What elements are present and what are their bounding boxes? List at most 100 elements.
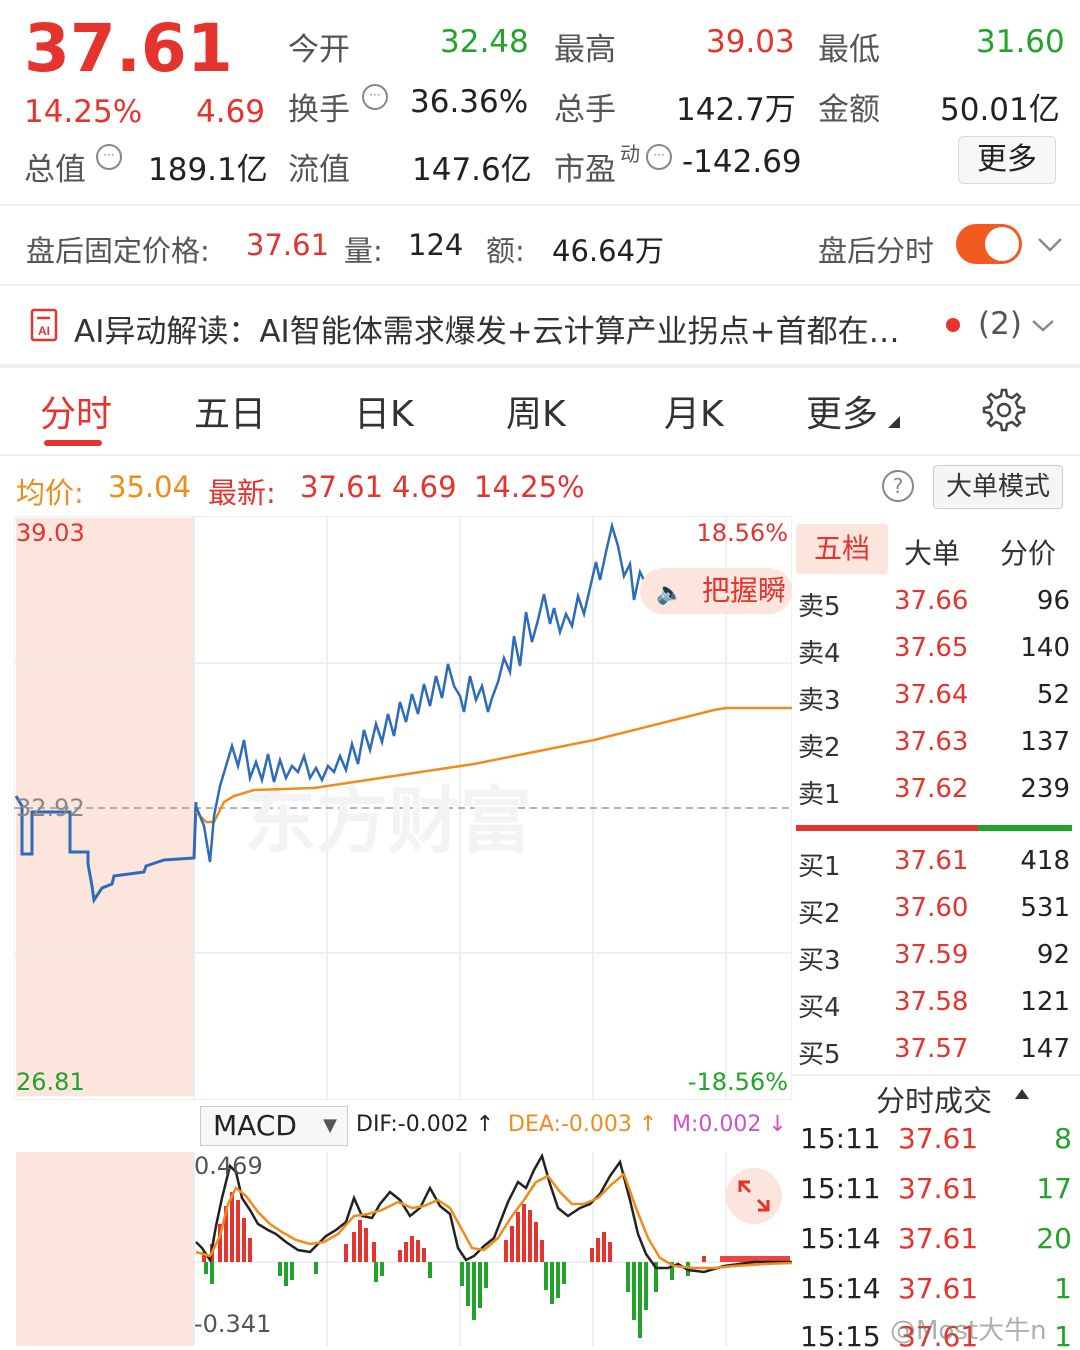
after-hours-toggle[interactable] [956, 224, 1022, 264]
y-axis-min: 26.81 [16, 1068, 85, 1096]
trade-price: 37.61 [898, 1172, 979, 1205]
turnover-info-icon[interactable]: ··· [362, 84, 388, 110]
macd-dif-line [195, 1152, 792, 1274]
trade-price: 37.61 [898, 1272, 979, 1305]
tab-daily-k[interactable]: 日K [354, 394, 414, 435]
macd-m: M:0.002 ↓ [672, 1112, 787, 1137]
bid-row: 买3 37.59 92 [798, 940, 1074, 980]
market-cap-info-icon[interactable]: ··· [96, 144, 122, 170]
ask-price: 37.64 [894, 680, 969, 710]
stat-label-pe: 市盈 [554, 152, 616, 188]
tab-active-indicator [44, 440, 102, 446]
bid-volume: 121 [1020, 987, 1070, 1017]
ai-document-icon: AI [30, 308, 58, 342]
intraday-price-line [194, 521, 705, 863]
trade-time: 15:14 [800, 1272, 881, 1305]
ask-row: 卖2 37.63 137 [798, 727, 1074, 767]
stat-label-market-cap: 总值 [24, 152, 86, 188]
bid-volume: 418 [1020, 846, 1070, 876]
bid-row: 买5 37.57 147 [798, 1034, 1074, 1074]
indicator-selector[interactable]: MACD ▼ [200, 1106, 348, 1146]
tab-more[interactable]: 更多 [806, 394, 879, 435]
intraday-chart[interactable]: 东方财富 39.03 26.81 18.56% -18.56% 32.92 🔈 … [14, 516, 792, 1100]
large-order-mode-button[interactable]: 大单模式 [933, 465, 1063, 509]
change-percent: 14.25% [24, 94, 143, 130]
orderbook-tab-price-dist[interactable]: 分价 [1000, 537, 1057, 570]
bid-volume: 147 [1020, 1034, 1070, 1064]
stat-label-float-cap: 流值 [288, 152, 350, 188]
speaker-icon: 🔈 [656, 581, 683, 606]
change-amount: 4.69 [196, 94, 266, 130]
y-axis-max: 39.03 [16, 519, 85, 547]
stat-label-turnover: 换手 [288, 92, 350, 128]
stat-label-high: 最高 [554, 32, 616, 68]
bid-volume: 531 [1020, 893, 1070, 923]
tab-intraday[interactable]: 分时 [40, 394, 113, 435]
ask-volume: 239 [1020, 774, 1070, 804]
trade-volume: 17 [1036, 1172, 1072, 1205]
pct-axis-max: 18.56% [696, 519, 788, 547]
red-dot-icon [946, 318, 960, 332]
avg-price-line [195, 706, 792, 824]
pre-market-area [16, 518, 194, 1096]
triangle-icon [888, 416, 900, 428]
macd-positive-bars [202, 1192, 790, 1262]
expand-button[interactable] [726, 1168, 782, 1224]
tab-five-day[interactable]: 五日 [194, 394, 267, 435]
ai-interpretation-count[interactable]: (2) [978, 306, 1022, 342]
latest-change-percent: 14.25% [474, 470, 585, 504]
trade-volume: 1 [1054, 1272, 1072, 1305]
ask-price: 37.63 [894, 727, 969, 757]
ask-volume: 96 [1036, 586, 1070, 616]
ai-interpretation-text[interactable]: AI异动解读：AI智能体需求爆发+云计算产业拐点+首都在… [74, 314, 900, 350]
pe-info-icon[interactable]: ··· [646, 144, 672, 170]
macd-chart[interactable]: 0.469 -0.341 [14, 1152, 792, 1346]
stat-value-float-cap: 147.6亿 [412, 152, 532, 188]
orderbook-tab-large-orders[interactable]: 大单 [904, 537, 961, 570]
gear-icon[interactable] [982, 388, 1026, 432]
dropdown-arrow-icon: ▼ [323, 1115, 337, 1136]
alert-bubble [640, 568, 792, 614]
macd-negative-bars [204, 1262, 690, 1338]
trades-title[interactable]: 分时成交 [876, 1084, 993, 1118]
divider [0, 204, 1080, 206]
help-icon[interactable]: ? [882, 470, 914, 502]
macd-dea: DEA:-0.003 ↑ [508, 1112, 658, 1137]
pre-market-price-line [14, 795, 198, 905]
triangle-up-icon[interactable] [1014, 1088, 1030, 1100]
divider [0, 284, 1080, 286]
after-hours-amount: 46.64万 [552, 234, 665, 268]
ask-label: 卖5 [798, 592, 841, 622]
stat-value-amount: 50.01亿 [940, 92, 1060, 128]
avg-price-label: 均价: [16, 476, 84, 510]
stat-value-high: 39.03 [706, 24, 795, 60]
macd-dif: DIF:-0.002 ↑ [356, 1112, 495, 1137]
bid-price: 37.61 [894, 846, 969, 876]
chevron-down-icon[interactable] [1036, 234, 1064, 256]
stat-value-low: 31.60 [976, 24, 1065, 60]
bid-row: 买4 37.58 121 [798, 987, 1074, 1027]
divider [792, 1074, 1080, 1076]
trade-volume: 20 [1036, 1222, 1072, 1255]
bid-label: 买1 [798, 852, 841, 882]
bid-label: 买2 [798, 899, 841, 929]
tab-weekly-k[interactable]: 周K [506, 394, 566, 435]
bid-row: 买2 37.60 531 [798, 893, 1074, 933]
ask-volume: 52 [1036, 680, 1070, 710]
macd-pre-market-area [16, 1152, 194, 1346]
stat-label-amount: 金额 [818, 92, 880, 128]
more-button[interactable]: 更多 [958, 136, 1056, 184]
indicator-selector-label: MACD [213, 1109, 297, 1142]
tab-monthly-k[interactable]: 月K [664, 394, 724, 435]
macd-y-min: -0.341 [194, 1310, 271, 1338]
ask-row: 卖1 37.62 239 [798, 774, 1074, 814]
chevron-down-icon[interactable] [1030, 316, 1056, 336]
alert-bubble-text: 把握瞬 [702, 574, 786, 607]
stat-label-volume: 总手 [554, 92, 616, 128]
trade-row: 15:15 37.61 1 [800, 1320, 1076, 1350]
watermark: 东方财富 [244, 779, 532, 863]
stat-label-low: 最低 [818, 32, 880, 68]
orderbook-tab-five-level[interactable]: 五档 [796, 524, 888, 574]
stat-label-pe-sup: 动 [620, 142, 640, 166]
bid-row: 买1 37.61 418 [798, 846, 1074, 886]
